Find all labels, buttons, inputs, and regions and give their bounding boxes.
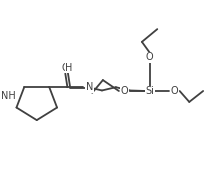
Text: N: N [86, 82, 93, 92]
Text: O: O [61, 63, 69, 73]
Text: NH: NH [1, 92, 16, 101]
Text: O: O [171, 86, 178, 96]
Text: O: O [120, 86, 128, 96]
Text: H: H [66, 63, 73, 73]
Text: O: O [146, 52, 154, 62]
Text: Si: Si [145, 86, 154, 96]
